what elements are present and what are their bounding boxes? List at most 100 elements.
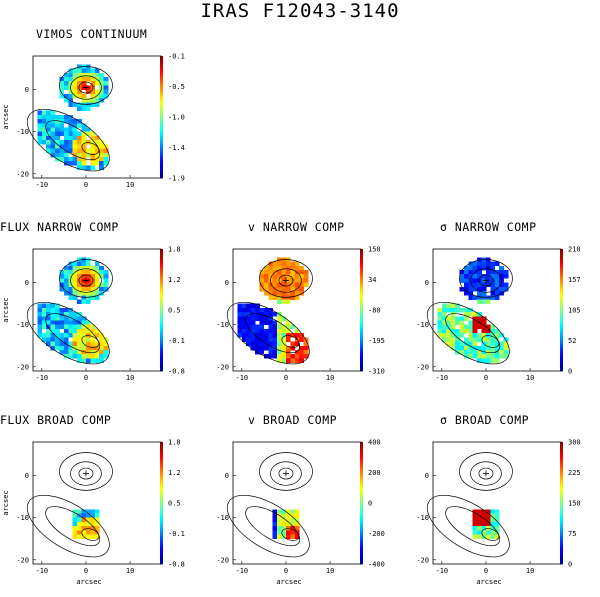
map-pixel (281, 261, 287, 267)
map-pixel (55, 135, 60, 141)
colorbar-segment (160, 86, 163, 90)
contour-knot (281, 528, 300, 541)
map-pixel (241, 312, 247, 317)
map-pixel (294, 282, 300, 288)
contour-tail-inner (245, 506, 301, 547)
colorbar-segment (160, 355, 163, 360)
map-pixel (459, 328, 465, 334)
colorbar-segment (360, 545, 363, 550)
map-pixel (241, 320, 247, 326)
map-pixel (90, 521, 96, 527)
map-pixel (277, 534, 282, 540)
map-pixel (237, 324, 243, 330)
map-pixel (77, 270, 82, 275)
colorbar-segment (160, 367, 163, 372)
map-pixel (63, 119, 69, 124)
map-pixel (285, 530, 291, 535)
colorbar-segment (560, 518, 563, 522)
panel-title-sigma-narrow: σ NARROW COMP (440, 220, 537, 234)
map-pixel (250, 312, 256, 317)
map-pixel (459, 349, 465, 355)
map-pixel (77, 265, 82, 271)
map-pixel (59, 85, 65, 90)
map-pixel (463, 291, 469, 296)
colorbar-segment (160, 98, 163, 103)
map-pixel (90, 534, 96, 540)
colorbar-segment (360, 294, 363, 299)
map-pixel (63, 312, 69, 317)
map-pixel (459, 274, 465, 279)
map-pixel (81, 81, 87, 86)
map-pixel (499, 349, 504, 355)
contour-nucleus-mid (470, 461, 502, 486)
map-pixel (46, 123, 51, 128)
map-pixel (63, 114, 69, 120)
map-pixel (485, 274, 491, 279)
map-pixel (463, 337, 469, 342)
map-pixel (277, 265, 282, 271)
map-pixel (68, 127, 74, 133)
map-pixel (77, 102, 82, 107)
map-pixel (263, 286, 269, 292)
map-pixel (90, 77, 96, 82)
map-pixel (437, 333, 443, 338)
map-pixel (437, 324, 443, 330)
colorbar-segment (160, 132, 163, 136)
map-pixel (90, 354, 96, 359)
map-pixel (72, 161, 78, 166)
x-tick-label: 0 (84, 567, 88, 575)
colorbar: 150 34 -80 -195 -310 (360, 246, 385, 376)
map-pixel (455, 303, 460, 309)
colorbar-segment (160, 113, 163, 118)
map-pixel (441, 320, 447, 326)
colorbar-segment (360, 270, 363, 274)
map-pixel (90, 140, 96, 145)
colorbar-segment (560, 337, 563, 341)
colorbar-label: 0 (368, 500, 372, 508)
map-pixel (450, 312, 456, 317)
map-pixel (103, 161, 109, 166)
map-pixel (441, 312, 447, 317)
map-pixel (446, 307, 451, 313)
colorbar-segment (360, 530, 363, 534)
colorbar-segment (360, 258, 363, 262)
colorbar-segment (560, 285, 563, 290)
map-pixel (81, 140, 87, 145)
map-pixel (272, 295, 278, 300)
map-pixel (59, 123, 65, 128)
map-pixel (481, 358, 487, 363)
map-pixel (94, 148, 100, 154)
colorbar-segment (560, 460, 563, 464)
map-pixel (90, 131, 96, 137)
map-pixel (68, 81, 74, 86)
colorbar-label: 210 (568, 246, 581, 254)
map-pixel (255, 316, 260, 321)
map-pixel (250, 320, 256, 326)
map-pixel (94, 135, 100, 141)
map-pixel (77, 81, 82, 86)
map-pixel (472, 324, 478, 330)
map-pixel (463, 282, 469, 288)
map-pixel (285, 270, 291, 275)
colorbar-segment (160, 527, 163, 531)
map-pixel (455, 337, 460, 342)
contours (426, 259, 513, 365)
map-pixel (481, 274, 487, 279)
map-pixel (37, 119, 43, 124)
colorbar-segment (560, 328, 563, 332)
map-pixel (77, 345, 82, 351)
map-pixel (472, 312, 478, 317)
map-pixel (72, 148, 78, 154)
map-pixel (303, 282, 309, 288)
map-pixel (90, 89, 96, 95)
map-pixel (63, 349, 69, 355)
map-pixel (272, 521, 278, 527)
colorbar-segment (160, 512, 163, 516)
map-pixel (90, 68, 96, 74)
map-pixel (241, 316, 247, 321)
map-pixel (290, 333, 296, 338)
map-pixel (299, 265, 304, 271)
map-pixel (94, 341, 100, 347)
map-pixel (55, 114, 60, 120)
map-pixel (463, 349, 469, 355)
